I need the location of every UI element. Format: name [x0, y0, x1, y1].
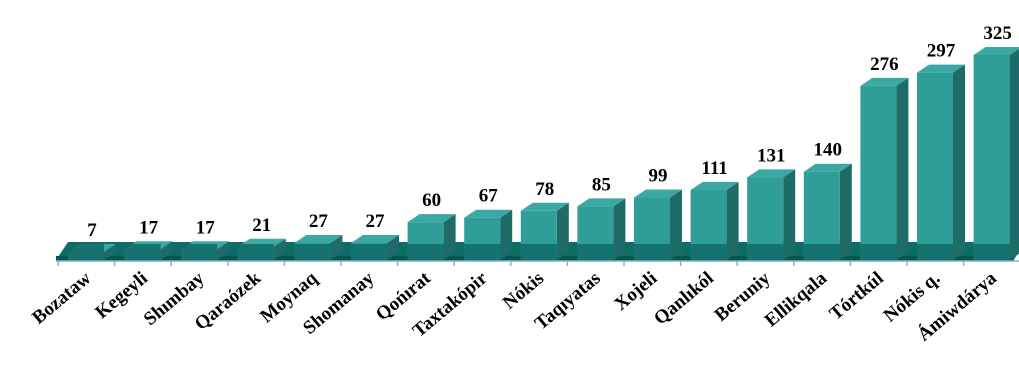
bar-base-shade [464, 244, 501, 260]
bar-side [217, 241, 230, 260]
bar-base-shade [68, 244, 104, 260]
bar-side [1009, 48, 1019, 260]
data-label: 17 [139, 217, 159, 238]
data-label: 27 [366, 211, 386, 232]
bar [860, 77, 909, 261]
bar-top [690, 181, 739, 190]
bar-base-shade [577, 244, 614, 260]
bar-base-shade [917, 244, 953, 260]
bar-base-shade [237, 244, 274, 260]
bar-base-shade [294, 244, 331, 260]
bar-base-shade [520, 244, 557, 260]
bar-top [351, 234, 399, 243]
bar-side [500, 209, 513, 260]
bar [634, 189, 682, 260]
category-label: Nókis [499, 268, 548, 314]
bar [464, 209, 513, 260]
data-label: 276 [870, 54, 899, 75]
bar-side [613, 198, 626, 260]
data-label: 111 [701, 158, 727, 179]
bar-side [104, 244, 116, 260]
data-label: 17 [196, 217, 216, 238]
bar-side [953, 64, 965, 261]
bar-top [407, 214, 456, 223]
bar-series [68, 47, 1019, 261]
category-label: Xojeli [611, 268, 662, 315]
data-label: 99 [649, 166, 668, 187]
data-label: 140 [814, 140, 843, 161]
data-label: 21 [252, 215, 271, 236]
bar-base-shade [803, 244, 840, 260]
bar [520, 202, 569, 260]
bar-front [917, 72, 953, 261]
category-label: Bozataw [28, 268, 95, 329]
data-label: 78 [535, 179, 554, 200]
bar-side [839, 163, 852, 260]
bar [351, 234, 399, 260]
bar-base-shade [124, 244, 161, 260]
bar-base-shade [351, 244, 387, 260]
bar-side [556, 202, 569, 260]
bar [68, 244, 116, 260]
bar-side [726, 181, 739, 260]
bar [747, 169, 796, 260]
bar-side [670, 189, 682, 260]
bar-base-shade [407, 244, 444, 260]
category-labels: BozatawKegeyliShımbayQaraózekMoynaqShoma… [28, 267, 1001, 346]
bar-top [973, 47, 1019, 55]
category-label: Qanlıkól [650, 268, 718, 330]
data-label: 131 [757, 145, 786, 166]
data-label: 67 [479, 186, 499, 207]
bar-side [783, 169, 796, 260]
bar-top [747, 169, 796, 178]
bar-top [634, 189, 682, 198]
bar-side [160, 241, 173, 260]
bar [917, 64, 965, 261]
value-labels: 7 17 17 21 27 27 60 67 78 85 99 111 131 140 276 297 325 [87, 23, 1012, 241]
bar-front [860, 85, 897, 261]
bar [407, 214, 456, 260]
bar-top [577, 198, 626, 207]
category-label: Tórtkúl [826, 268, 888, 325]
bar [577, 198, 626, 260]
bar [181, 241, 230, 260]
bar-top [464, 209, 513, 218]
bar [124, 241, 173, 260]
bar-base-shade [690, 244, 727, 260]
bar [803, 163, 852, 260]
bar-side [330, 234, 343, 260]
data-label: 85 [592, 174, 611, 195]
bar [294, 234, 343, 260]
category-label: Ellikqala [761, 267, 832, 331]
bar-side [896, 77, 909, 261]
bar-top [917, 64, 965, 73]
data-label: 60 [422, 190, 441, 211]
data-label: 27 [309, 211, 329, 232]
bar-top [294, 234, 343, 243]
bar-side [443, 214, 456, 260]
data-label: 325 [983, 23, 1012, 44]
bar-top [803, 163, 852, 172]
bar-base-shade [634, 244, 670, 260]
bar [973, 47, 1019, 260]
bar-top [520, 202, 569, 211]
x-axis [56, 260, 1019, 266]
bar-base-shade [747, 244, 784, 260]
bar [690, 181, 739, 260]
data-label: 7 [87, 220, 97, 241]
bar-side [387, 234, 399, 260]
bar-front [973, 55, 1010, 260]
data-label: 297 [927, 41, 956, 62]
bar [237, 238, 286, 260]
bar-top [860, 77, 909, 86]
bar-base-shade [860, 244, 897, 260]
bar-base-shade [973, 244, 1010, 260]
bar-side [273, 238, 286, 260]
bar-base-shade [181, 244, 218, 260]
